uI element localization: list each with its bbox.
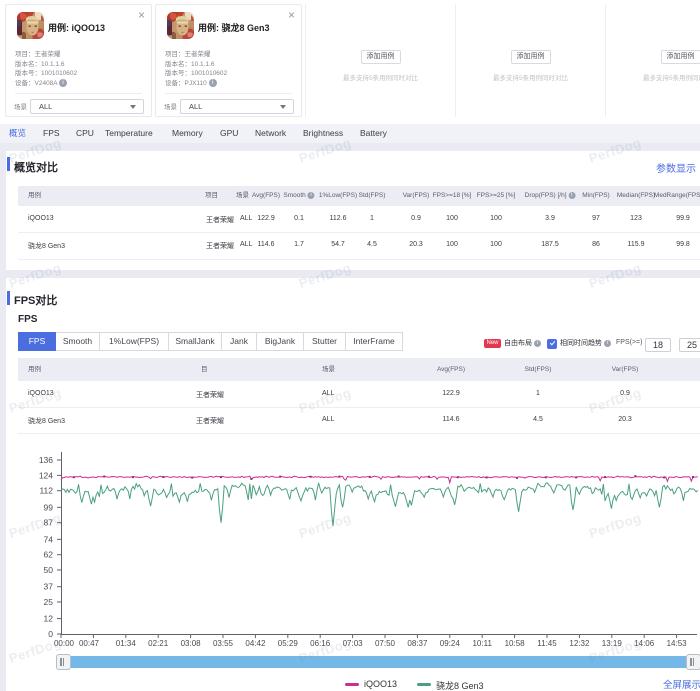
- svg-text:07:03: 07:03: [343, 639, 364, 648]
- svg-text:06:16: 06:16: [310, 639, 331, 648]
- svg-text:124: 124: [39, 470, 53, 480]
- svg-text:02:21: 02:21: [148, 639, 169, 648]
- svg-text:74: 74: [44, 534, 54, 544]
- svg-text:99: 99: [44, 502, 54, 512]
- svg-text:136: 136: [39, 455, 53, 465]
- svg-text:14:06: 14:06: [634, 639, 655, 648]
- svg-text:08:37: 08:37: [407, 639, 428, 648]
- svg-text:0: 0: [48, 629, 53, 639]
- svg-text:03:55: 03:55: [213, 639, 234, 648]
- svg-text:04:42: 04:42: [245, 639, 266, 648]
- svg-text:37: 37: [44, 582, 54, 592]
- svg-text:01:34: 01:34: [116, 639, 137, 648]
- svg-text:25: 25: [44, 597, 54, 607]
- svg-text:09:24: 09:24: [440, 639, 461, 648]
- svg-text:05:29: 05:29: [278, 639, 299, 648]
- svg-text:14:53: 14:53: [667, 639, 688, 648]
- svg-text:13:19: 13:19: [602, 639, 623, 648]
- svg-text:10:11: 10:11: [472, 639, 492, 648]
- svg-text:03:08: 03:08: [181, 639, 202, 648]
- svg-text:07:50: 07:50: [375, 639, 396, 648]
- svg-text:12:32: 12:32: [569, 639, 590, 648]
- svg-text:11:45: 11:45: [537, 639, 557, 648]
- svg-text:10:58: 10:58: [505, 639, 526, 648]
- svg-text:50: 50: [44, 565, 54, 575]
- svg-text:12: 12: [44, 614, 54, 624]
- svg-text:87: 87: [44, 518, 54, 528]
- svg-text:00:00: 00:00: [54, 639, 75, 648]
- svg-text:62: 62: [44, 550, 54, 560]
- svg-text:00:47: 00:47: [79, 639, 100, 648]
- svg-text:112: 112: [39, 486, 53, 496]
